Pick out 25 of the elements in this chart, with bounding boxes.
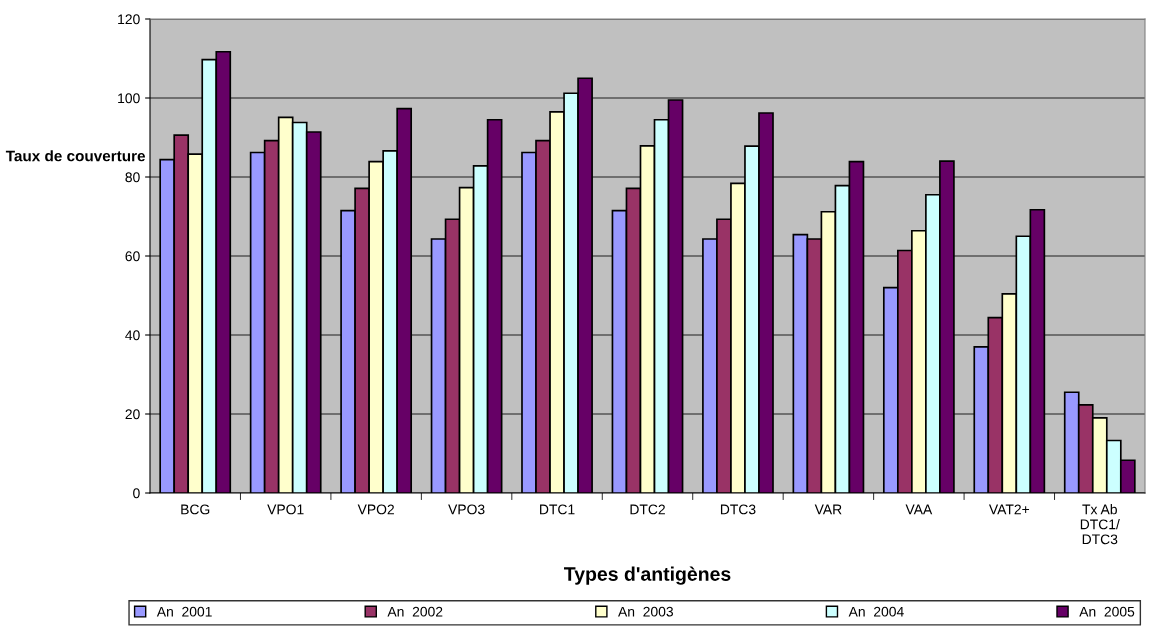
y-tick-label: 60 xyxy=(125,251,140,262)
legend-label: An 2002 xyxy=(387,606,443,617)
x-tick-label: VPO2 xyxy=(357,504,394,515)
x-tick-label: DTC2 xyxy=(630,504,665,515)
x-axis-title: Types d'antigènes xyxy=(564,566,731,585)
y-tick-label: 0 xyxy=(133,488,140,499)
y-tick-label: 120 xyxy=(118,14,140,25)
x-tick-label: DTC3 xyxy=(720,504,756,515)
x-tick-label: BCG xyxy=(181,504,210,515)
x-tick-label: DTC1 xyxy=(540,504,575,515)
x-tick-label: VAA xyxy=(905,504,933,515)
x-tick-label: VPO1 xyxy=(267,504,304,515)
y-tick-label: 40 xyxy=(125,330,140,341)
y-axis-title: Taux de couverture xyxy=(5,150,146,162)
legend-label: An 2004 xyxy=(848,606,904,617)
x-tick-label: VAR xyxy=(814,504,842,515)
legend-label: An 2001 xyxy=(156,606,212,617)
x-tick-label: Tx Ab DTC1/ DTC3 xyxy=(1080,504,1120,545)
x-tick-label: VAT2+ xyxy=(988,504,1030,515)
legend-label: An 2005 xyxy=(1079,606,1135,617)
y-tick-label: 80 xyxy=(125,172,140,183)
y-tick-label: 20 xyxy=(125,409,140,420)
y-tick-label: 100 xyxy=(118,93,140,104)
x-tick-label: VPO3 xyxy=(448,504,485,515)
legend-label: An 2003 xyxy=(618,606,673,617)
